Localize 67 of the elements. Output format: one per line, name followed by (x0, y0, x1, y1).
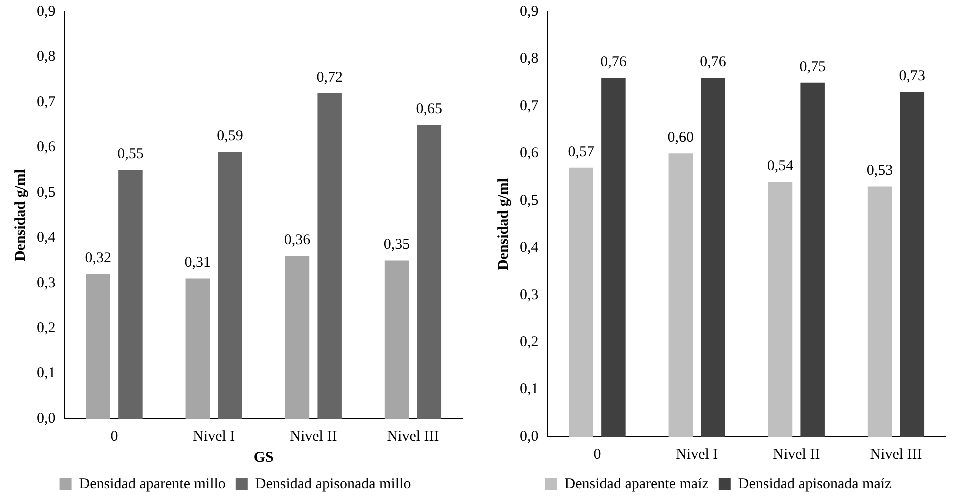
bar (186, 278, 210, 419)
bar (417, 125, 442, 419)
y-tick-label: 0,8 (37, 49, 56, 66)
x-tick-label: Nivel I (676, 446, 718, 463)
data-label: 0,59 (217, 128, 244, 145)
data-label: 0,73 (899, 68, 926, 85)
x-tick-label: Nivel III (870, 446, 922, 463)
y-tick-label: 0,0 (520, 428, 539, 445)
y-tick-label: 0,1 (37, 366, 56, 382)
data-label: 0,65 (416, 101, 443, 118)
data-label: 0,57 (568, 144, 595, 160)
y-tick-label: 0,6 (37, 140, 56, 156)
x-axis-title: GS (254, 450, 274, 466)
bar (118, 170, 143, 419)
legend-label: Densidad apisonada maíz (738, 476, 892, 492)
data-label: 0,76 (700, 54, 727, 71)
y-tick-label: 0,9 (37, 4, 56, 20)
y-tick-label: 0,1 (520, 382, 539, 398)
y-tick-label: 0,5 (520, 192, 539, 209)
y-tick-label: 0,6 (520, 146, 540, 162)
data-label: 0,60 (668, 130, 694, 146)
data-label: 0,76 (600, 54, 628, 71)
bar (384, 260, 410, 419)
x-tick-label: Nivel II (773, 446, 820, 463)
bar (86, 274, 110, 419)
legend-label: Densidad aparente millo (79, 476, 226, 492)
bar (701, 78, 726, 437)
data-label: 0,32 (85, 250, 112, 267)
bar (569, 168, 594, 437)
y-tick-label: 0,4 (520, 240, 540, 256)
data-label: 0,31 (184, 255, 212, 272)
y-tick-label: 0,7 (37, 94, 56, 110)
data-label: 0,75 (800, 59, 826, 76)
y-tick-label: 0,3 (37, 275, 56, 292)
y-tick-label: 0,7 (520, 98, 540, 114)
data-label: 0,55 (118, 146, 144, 163)
bar (668, 154, 694, 437)
bar (318, 93, 342, 419)
x-tick-label: Nivel II (290, 428, 338, 445)
bar (768, 182, 793, 437)
y-tick-label: 0,2 (520, 334, 539, 350)
y-axis-title: Densidad g/ml (12, 169, 29, 262)
bar (868, 186, 892, 437)
data-label: 0,36 (284, 232, 312, 249)
x-tick-label: 0 (594, 446, 602, 463)
legend-label: Densidad aparente maíz (564, 476, 710, 492)
bar (602, 78, 626, 437)
y-tick-label: 0,2 (37, 320, 56, 336)
bar (900, 92, 925, 437)
y-axis-title: Densidad g/ml (496, 178, 512, 271)
x-tick-label: 0 (110, 428, 118, 445)
bar (285, 256, 310, 419)
data-label: 0,72 (316, 70, 343, 86)
legend-label: Densidad apisonada millo (255, 476, 412, 492)
y-tick-label: 0,0 (37, 410, 56, 427)
bar (800, 82, 825, 437)
y-tick-label: 0,8 (520, 51, 539, 68)
bar (218, 152, 242, 419)
data-label: 0,54 (767, 158, 794, 174)
x-tick-label: Nivel III (387, 428, 440, 445)
data-label: 0,53 (866, 163, 894, 180)
x-tick-label: Nivel I (193, 428, 236, 445)
y-tick-label: 0,4 (37, 230, 56, 246)
data-label: 0,35 (384, 237, 410, 254)
y-tick-label: 0,5 (37, 184, 56, 201)
y-tick-label: 0,3 (520, 287, 539, 304)
y-tick-label: 0,9 (520, 4, 539, 20)
